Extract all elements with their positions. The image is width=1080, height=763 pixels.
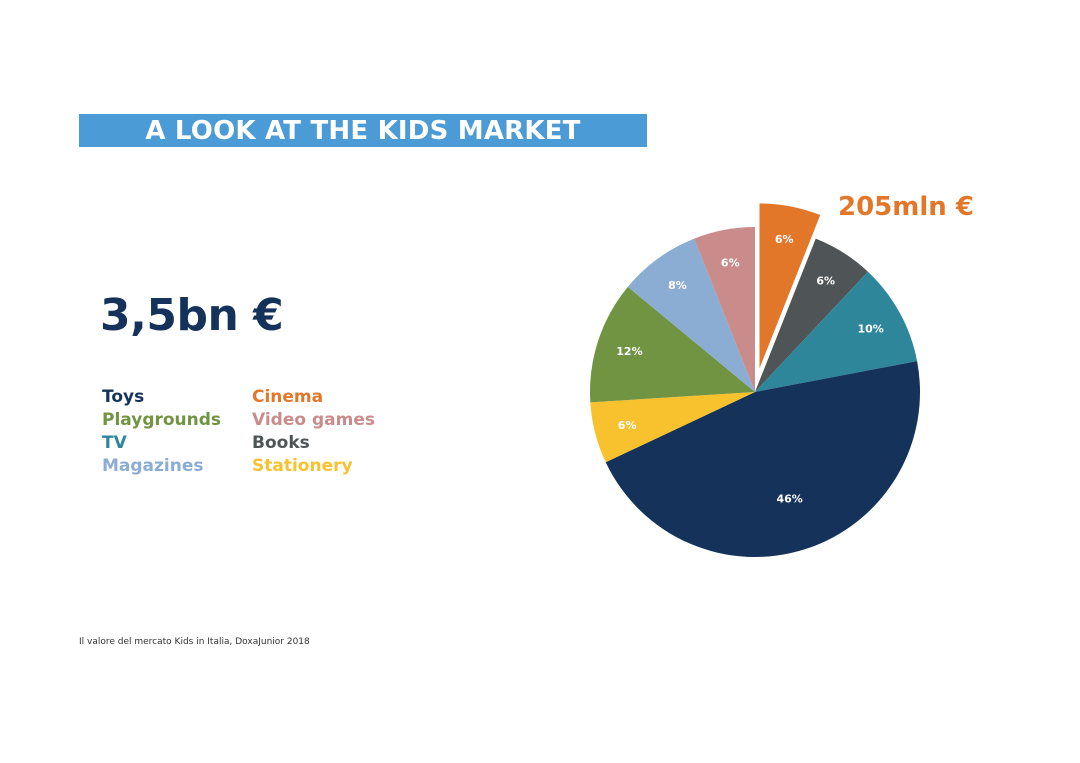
pie-slice-playgrounds xyxy=(590,286,755,403)
pie-label-toys: 46% xyxy=(776,493,802,506)
source-note: Il valore del mercato Kids in Italia, Do… xyxy=(79,637,310,647)
page-title: A LOOK AT THE KIDS MARKET xyxy=(145,115,581,146)
legend-item-cinema: Cinema xyxy=(252,387,324,407)
pie-label-magazines: 8% xyxy=(668,279,687,292)
pie-label-stationery: 6% xyxy=(618,419,637,432)
title-banner: A LOOK AT THE KIDS MARKET xyxy=(79,114,647,147)
pie-label-playgrounds: 12% xyxy=(616,345,642,358)
legend-item-tv: TV xyxy=(102,433,127,453)
cinema-callout-value: 205mln € xyxy=(838,192,974,222)
legend-item-books: Books xyxy=(252,433,310,453)
pie-slice-cinema xyxy=(759,203,821,369)
pie-slice-magazines xyxy=(627,238,755,392)
legend-item-playgrounds: Playgrounds xyxy=(102,410,222,430)
pie-slice-tv xyxy=(755,271,918,392)
pie-slice-video-games xyxy=(694,227,755,392)
legend-item-magazines: Magazines xyxy=(102,456,204,476)
pie-label-tv: 10% xyxy=(858,322,884,335)
legend-item-stationery: Stationery xyxy=(252,456,353,476)
pie-slice-stationery xyxy=(590,392,755,463)
pie-label-video-games: 6% xyxy=(721,256,740,269)
legend-item-toys: Toys xyxy=(102,387,145,407)
pie-label-books: 6% xyxy=(816,275,835,288)
pie-slice-books xyxy=(755,238,868,392)
legend: Toys Cinema Playgrounds Video games TV B… xyxy=(102,386,422,477)
pie-slice-toys xyxy=(605,361,920,557)
legend-item-video-games: Video games xyxy=(252,410,375,430)
total-market-value: 3,5bn € xyxy=(100,290,284,341)
pie-label-cinema: 6% xyxy=(775,233,794,246)
